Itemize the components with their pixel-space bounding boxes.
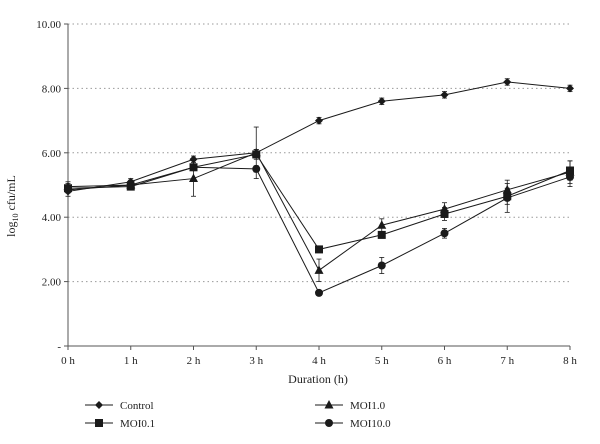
legend-item-moi0-1: MOI0.1	[85, 418, 155, 430]
data-point	[377, 97, 386, 106]
y-tick-label: 6.00	[42, 148, 62, 160]
series-moi10-0	[64, 163, 574, 297]
data-point	[189, 163, 198, 172]
data-point	[440, 204, 449, 213]
y-axis-title: log10 cfu/mL	[4, 175, 20, 237]
data-point	[566, 172, 574, 181]
y-tick-label: -	[57, 341, 61, 353]
data-point	[503, 193, 512, 202]
legend-marker	[324, 400, 334, 409]
data-point	[314, 265, 324, 274]
legend-marker	[95, 419, 103, 427]
y-tick-label: 8.00	[42, 83, 62, 95]
series-group	[63, 77, 575, 297]
data-point	[503, 77, 512, 86]
legend-item-moi10-0: MOI10.0	[315, 418, 391, 430]
data-point	[377, 230, 386, 239]
x-tick-label: 7 h	[500, 355, 514, 367]
y-axis-title-prefix: log	[4, 221, 18, 236]
gridlines	[68, 23, 570, 283]
y-tick-label: 2.00	[42, 277, 62, 289]
x-tick-label: 0 h	[61, 355, 75, 367]
series-line	[67, 153, 571, 250]
y-axis-title-subscript: 10	[11, 213, 20, 221]
series-moi0-1	[64, 149, 574, 254]
legend-label: MOI10.0	[350, 418, 391, 430]
x-tick-label: 8 h	[563, 355, 577, 367]
data-point	[440, 90, 449, 99]
data-point	[315, 116, 323, 125]
x-tick-label: 6 h	[438, 355, 452, 367]
data-point	[64, 185, 72, 194]
data-point	[377, 261, 386, 270]
data-point	[126, 181, 135, 189]
axes: - 2.00 4.00 6.00 8.00 10.00 0 h 1 h 2 h 3 h 4 h 5 h…	[36, 19, 577, 367]
legend-label: Control	[120, 400, 154, 412]
series-moi1-0	[63, 147, 575, 283]
data-point	[251, 147, 261, 157]
x-tick-label: 4 h	[312, 355, 326, 367]
data-point	[315, 288, 323, 297]
x-tick-label: 5 h	[375, 355, 389, 367]
legend-marker	[325, 419, 333, 427]
y-axis-title-suffix: cfu/mL	[4, 175, 18, 213]
data-point	[440, 229, 449, 238]
series-line	[67, 81, 571, 192]
legend-marker	[95, 401, 103, 409]
data-point	[252, 164, 261, 173]
legend: Control MOI1.0 MOI0.1 MOI10.0	[85, 400, 391, 430]
legend-item-control: Control	[85, 400, 154, 412]
data-point	[189, 173, 198, 183]
x-axis-title: Duration (h)	[288, 372, 348, 386]
legend-label: MOI0.1	[120, 418, 155, 430]
x-tick-label: 1 h	[124, 355, 138, 367]
x-tick-label: 3 h	[249, 355, 263, 367]
data-point	[377, 220, 387, 229]
y-tick-label: 4.00	[42, 212, 62, 224]
data-point	[315, 245, 323, 254]
series-control	[64, 77, 574, 197]
legend-item-moi1-0: MOI1.0	[315, 400, 386, 412]
y-tick-label: 10.00	[36, 19, 61, 31]
data-point	[566, 84, 574, 93]
legend-label: MOI1.0	[350, 400, 386, 412]
x-tick-label: 2 h	[187, 355, 201, 367]
